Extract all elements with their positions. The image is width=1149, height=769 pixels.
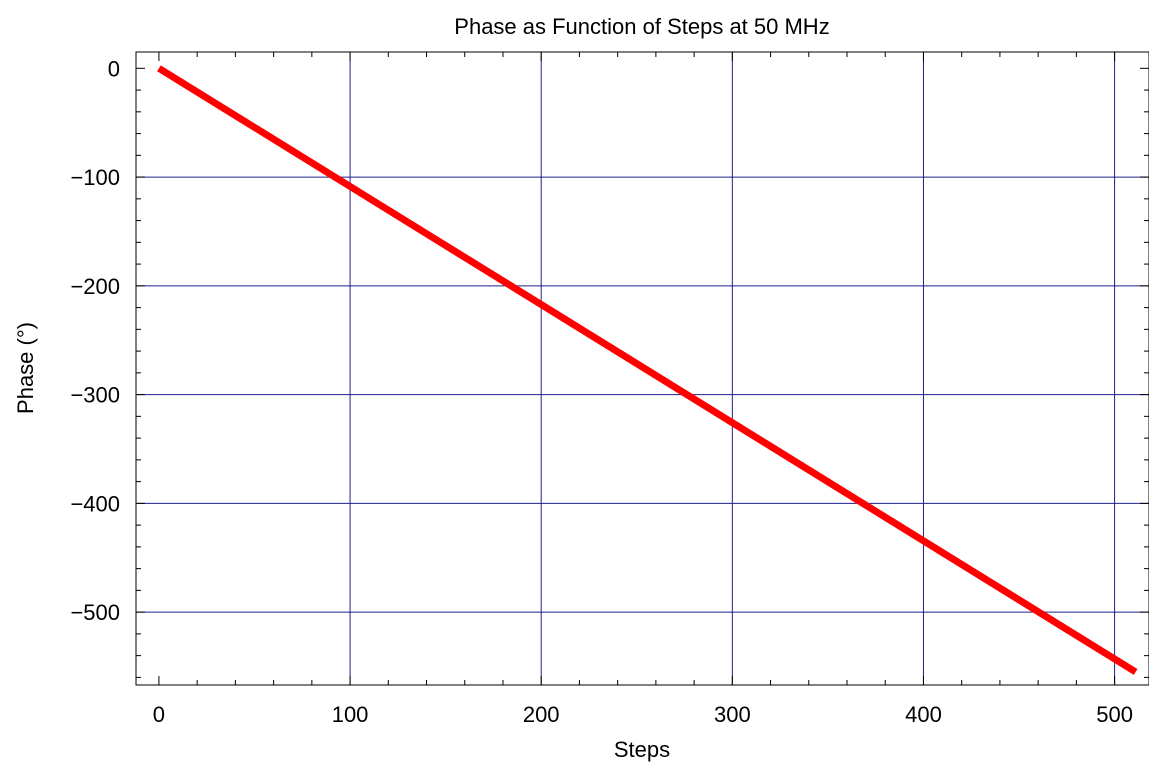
x-tick-label: 300 bbox=[714, 702, 751, 727]
grid-lines bbox=[136, 52, 1149, 685]
y-tick-label: −300 bbox=[70, 383, 120, 408]
y-axis-title: Phase (°) bbox=[13, 322, 38, 414]
chart-title: Phase as Function of Steps at 50 MHz bbox=[454, 14, 829, 39]
plot-frame bbox=[135, 51, 1149, 686]
y-tick-label: 0 bbox=[108, 56, 120, 81]
y-tick-label: −100 bbox=[70, 165, 120, 190]
series-layer bbox=[157, 65, 1138, 675]
y-tick-label: −500 bbox=[70, 600, 120, 625]
x-tick-label: 400 bbox=[905, 702, 942, 727]
x-tick-label: 0 bbox=[153, 702, 165, 727]
x-tick-label: 200 bbox=[523, 702, 560, 727]
y-tick-label: −400 bbox=[70, 491, 120, 516]
series-line bbox=[157, 65, 1138, 675]
x-axis-title: Steps bbox=[614, 737, 670, 762]
y-tick-label: −200 bbox=[70, 274, 120, 299]
tick-marks bbox=[136, 52, 1149, 685]
tick-labels: 0 100 200 300 400 500 0 −100 −200 −300 −400 −500 bbox=[70, 56, 1133, 727]
x-tick-label: 100 bbox=[332, 702, 369, 727]
x-tick-label: 500 bbox=[1096, 702, 1133, 727]
